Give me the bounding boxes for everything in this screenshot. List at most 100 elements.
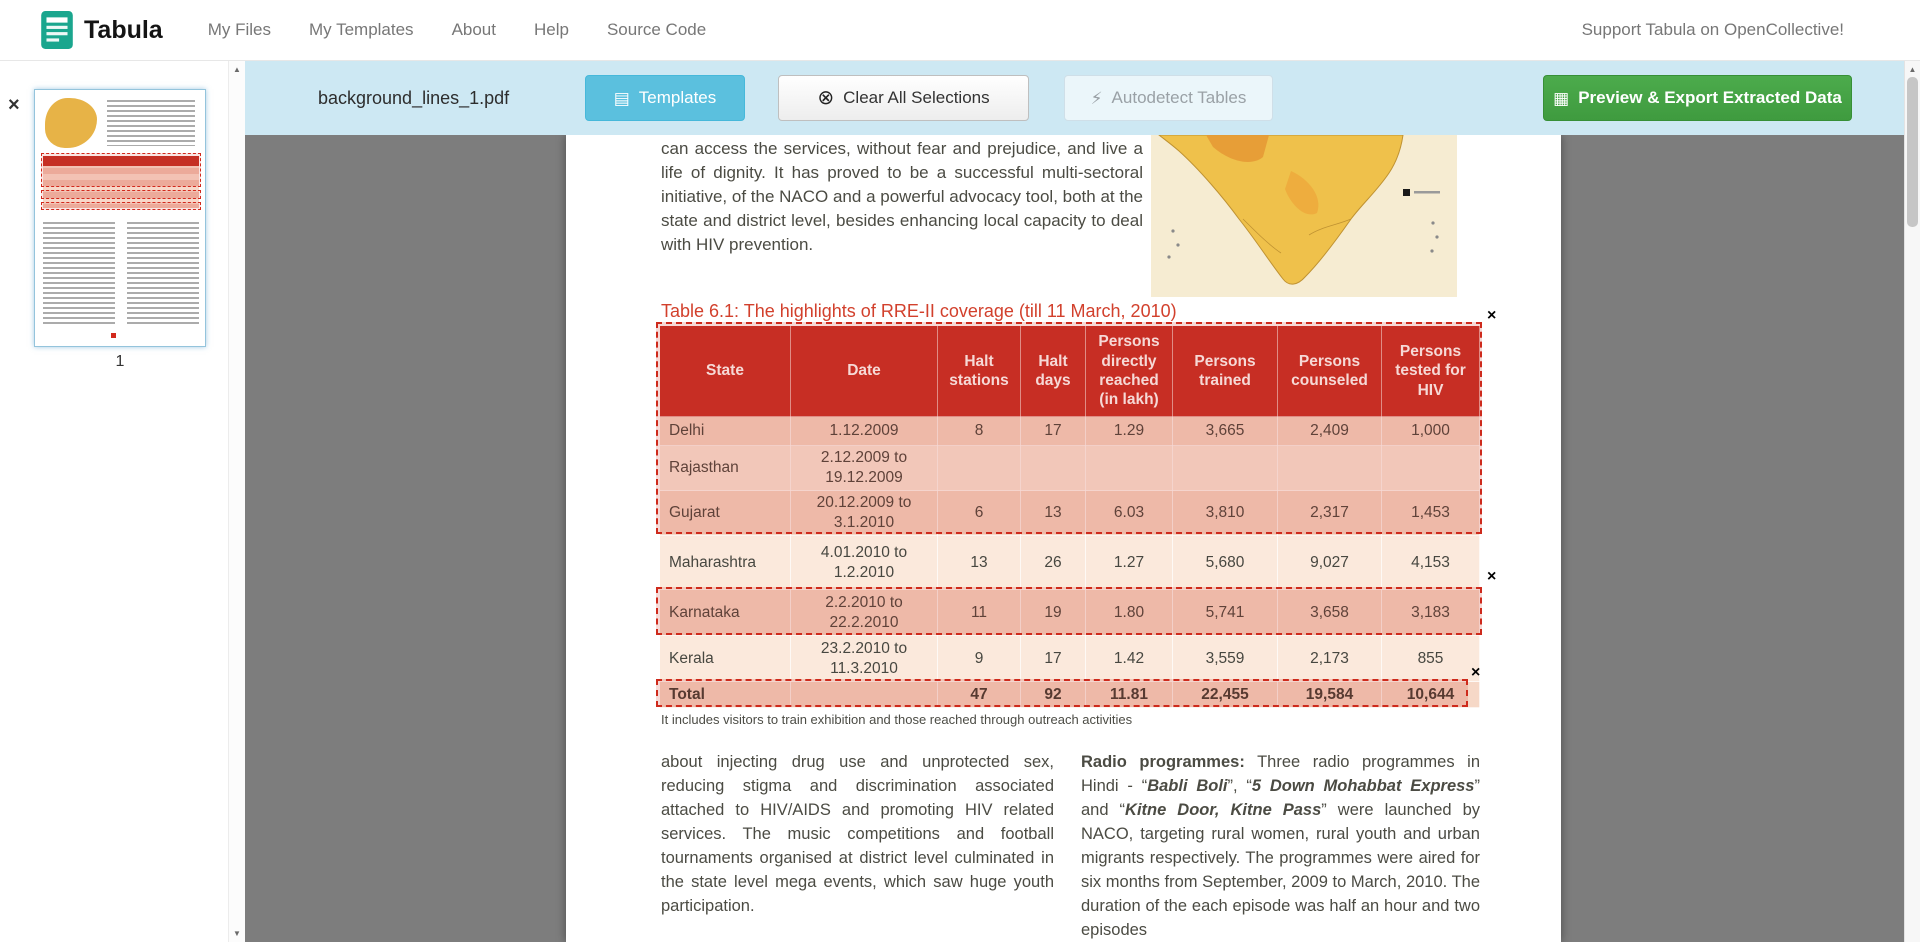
table-cell: 2.12.2009 to 19.12.2009	[790, 445, 938, 491]
document-filename: background_lines_1.pdf	[318, 87, 510, 108]
thumbnail-text-lines	[43, 222, 115, 326]
scroll-up-icon[interactable]: ▲	[233, 65, 241, 74]
top-navbar: Tabula My Files My Templates About Help …	[0, 0, 1920, 61]
brand-title: Tabula	[84, 15, 163, 44]
pages-sidebar: × 1 ▲ ▼	[0, 61, 245, 942]
right-column-text: Radio programmes: Three radio programmes…	[1081, 753, 1480, 939]
scroll-up-icon[interactable]: ▲	[1908, 65, 1917, 74]
sidebar-scrollbar[interactable]: ▲ ▼	[228, 61, 245, 942]
clear-circle-x-icon: ⊗	[817, 87, 835, 109]
intro-paragraph: can access the services, without fear an…	[661, 139, 1143, 254]
table-header-cell: Persons directly reached (in lakh)	[1085, 325, 1173, 417]
preview-export-button[interactable]: ▦ Preview & Export Extracted Data	[1543, 75, 1852, 121]
table-cell: 1,453	[1381, 490, 1480, 536]
table-cell: Maharashtra	[659, 535, 791, 590]
table-cell: 3,559	[1172, 635, 1278, 682]
tabula-logo	[41, 11, 73, 49]
table-cell: 11.81	[1085, 681, 1173, 708]
table-cell: Total	[659, 681, 791, 708]
selection-close-icon[interactable]: ×	[1487, 568, 1497, 585]
table-cell: 5,741	[1172, 589, 1278, 636]
table-cell: 9	[937, 635, 1021, 682]
table-cell: 8	[937, 416, 1021, 446]
clear-all-selections-button[interactable]: ⊗ Clear All Selections	[778, 75, 1029, 121]
table-row: Gujarat 20.12.2009 to 3.1.2010 6 13 6.03 3,81…	[659, 490, 1480, 536]
table-title: Table 6.1: The highlights of RRE-II cove…	[661, 301, 1177, 321]
table-cell: 3,665	[1172, 416, 1278, 446]
selection-close-icon[interactable]: ×	[1471, 664, 1481, 681]
table-cell: 2,173	[1277, 635, 1382, 682]
table-footnote: It includes visitors to train exhibition…	[661, 712, 1133, 727]
selection-box[interactable]	[656, 587, 1482, 635]
thumbnail-text-lines	[107, 100, 195, 146]
table-cell: 23.2.2010 to 11.3.2010	[790, 635, 938, 682]
table-cell: 19,584	[1277, 681, 1382, 708]
clear-button-label: Clear All Selections	[843, 88, 990, 107]
thumbnail-selection	[41, 202, 201, 210]
selection-box[interactable]	[656, 322, 1482, 534]
table-cell: 13	[1020, 490, 1086, 536]
pdf-page[interactable]: can access the services, without fear an…	[566, 135, 1561, 942]
autodetect-tables-button[interactable]: ⚡ Autodetect Tables	[1064, 75, 1273, 121]
table-header-cell: Date	[790, 325, 938, 417]
table-cell: 17	[1020, 416, 1086, 446]
table-cell: 20.12.2009 to 3.1.2010	[790, 490, 938, 536]
table-cell	[790, 681, 938, 708]
nav-about[interactable]: About	[451, 20, 496, 39]
workspace: × 1 ▲ ▼ background_lines_1.pdf	[0, 61, 1920, 942]
templates-button-label: Templates	[638, 88, 717, 107]
templates-button[interactable]: ▤ Templates	[585, 75, 745, 121]
table-cell: Delhi	[659, 416, 791, 446]
table-cell: 9,027	[1277, 535, 1382, 590]
table-cell	[937, 445, 1021, 491]
table-cell	[1172, 445, 1278, 491]
table-cell: Gujarat	[659, 490, 791, 536]
table-cell: Rajasthan	[659, 445, 791, 491]
nav-my-files[interactable]: My Files	[207, 20, 271, 39]
scroll-down-icon[interactable]: ▼	[233, 929, 241, 938]
table-cell: 1.27	[1085, 535, 1173, 590]
table-row: Maharashtra 4.01.2010 to 1.2.2010 13 26 1.27…	[659, 535, 1480, 590]
page-thumbnail[interactable]	[34, 89, 206, 347]
left-column-text: about injecting drug use and unprotected…	[661, 753, 1054, 915]
nav-my-templates[interactable]: My Templates	[309, 20, 414, 39]
scrollbar-thumb[interactable]	[1907, 77, 1918, 227]
table-cell: 855	[1381, 635, 1480, 682]
table-header-cell: Persons trained	[1172, 325, 1278, 417]
table-row: Kerala 23.2.2010 to 11.3.2010 9 17 1.42 3,559…	[659, 635, 1480, 682]
lightning-icon: ⚡	[1090, 88, 1103, 108]
selection-box[interactable]	[656, 679, 1468, 707]
table-header-cell: State	[659, 325, 791, 417]
autodetect-button-label: Autodetect Tables	[1111, 88, 1247, 107]
thumbnail-marker	[111, 333, 116, 338]
table-cell: 11	[937, 589, 1021, 636]
table-cell: 22,455	[1172, 681, 1278, 708]
page-number: 1	[115, 353, 125, 370]
india-map-image	[1151, 135, 1457, 297]
table-cell: 47	[937, 681, 1021, 708]
pdf-viewport: can access the services, without fear an…	[245, 135, 1904, 942]
table-cell: 92	[1020, 681, 1086, 708]
table-cell: 10,644	[1381, 681, 1480, 708]
data-table: State Date Halt stations Halt days Persons d…	[659, 325, 1480, 708]
table-header-cell: Persons counseled	[1277, 325, 1382, 417]
toolbar: background_lines_1.pdf ▤ Templates ⊗ Cle…	[245, 61, 1904, 135]
page-close-icon[interactable]: ×	[8, 94, 20, 116]
export-table-icon: ▦	[1553, 88, 1570, 108]
window-scrollbar[interactable]: ▲ ▼	[1904, 61, 1920, 942]
table-cell: Kerala	[659, 635, 791, 682]
table-cell: 26	[1020, 535, 1086, 590]
main-area: background_lines_1.pdf ▤ Templates ⊗ Cle…	[245, 61, 1904, 942]
support-link[interactable]: Support Tabula on OpenCollective!	[1581, 20, 1844, 39]
export-button-label: Preview & Export Extracted Data	[1578, 88, 1842, 107]
selection-close-icon[interactable]: ×	[1487, 307, 1497, 324]
table-cell: Karnataka	[659, 589, 791, 636]
thumbnail-selection	[41, 153, 201, 187]
nav-source-code[interactable]: Source Code	[606, 20, 707, 39]
nav-help[interactable]: Help	[534, 20, 569, 39]
table-header-cell: Halt stations	[937, 325, 1021, 417]
table-row: Total 47 92 11.81 22,455 19,584 10,644	[659, 681, 1480, 708]
thumbnail-table	[43, 156, 199, 208]
template-icon: ▤	[613, 88, 630, 108]
